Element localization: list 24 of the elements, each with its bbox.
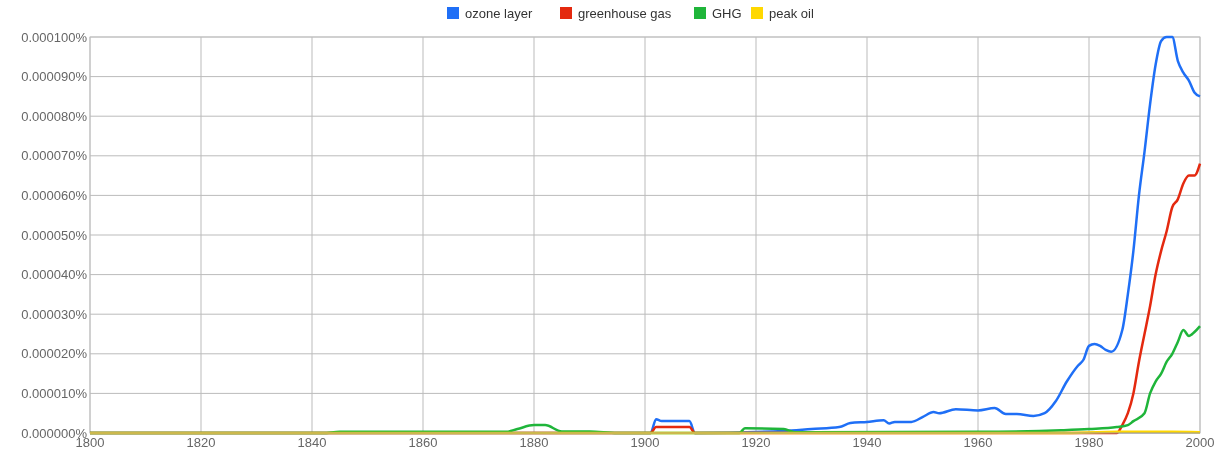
x-tick-label: 1920 xyxy=(741,435,771,450)
y-tick-label: 0.000090% xyxy=(21,69,88,85)
y-tick-label: 0.000030% xyxy=(21,306,88,322)
y-tick-label: 0.000060% xyxy=(21,187,88,203)
x-tick-label: 1820 xyxy=(186,435,216,450)
x-tick-label: 1900 xyxy=(630,435,660,450)
y-tick-label: 0.000100% xyxy=(21,29,88,45)
x-tick-label: 1860 xyxy=(408,435,438,450)
x-tick-label: 2000 xyxy=(1185,435,1215,450)
x-tick-label: 1960 xyxy=(963,435,993,450)
legend-label: peak oil xyxy=(769,6,814,21)
legend-label: GHG xyxy=(712,6,742,21)
legend-label: greenhouse gas xyxy=(578,6,672,21)
y-tick-label: 0.000010% xyxy=(21,385,88,401)
x-tick-label: 1980 xyxy=(1074,435,1104,450)
y-tick-label: 0.000080% xyxy=(21,108,88,124)
x-tick-label: 1880 xyxy=(519,435,549,450)
y-tick-label: 0.000070% xyxy=(21,148,88,164)
x-tick-label: 1940 xyxy=(852,435,882,450)
y-tick-label: 0.000020% xyxy=(21,346,88,362)
x-tick-label: 1840 xyxy=(297,435,327,450)
legend-label: ozone layer xyxy=(465,6,533,21)
y-tick-label: 0.000050% xyxy=(21,227,88,243)
y-tick-label: 0.000040% xyxy=(21,267,88,283)
